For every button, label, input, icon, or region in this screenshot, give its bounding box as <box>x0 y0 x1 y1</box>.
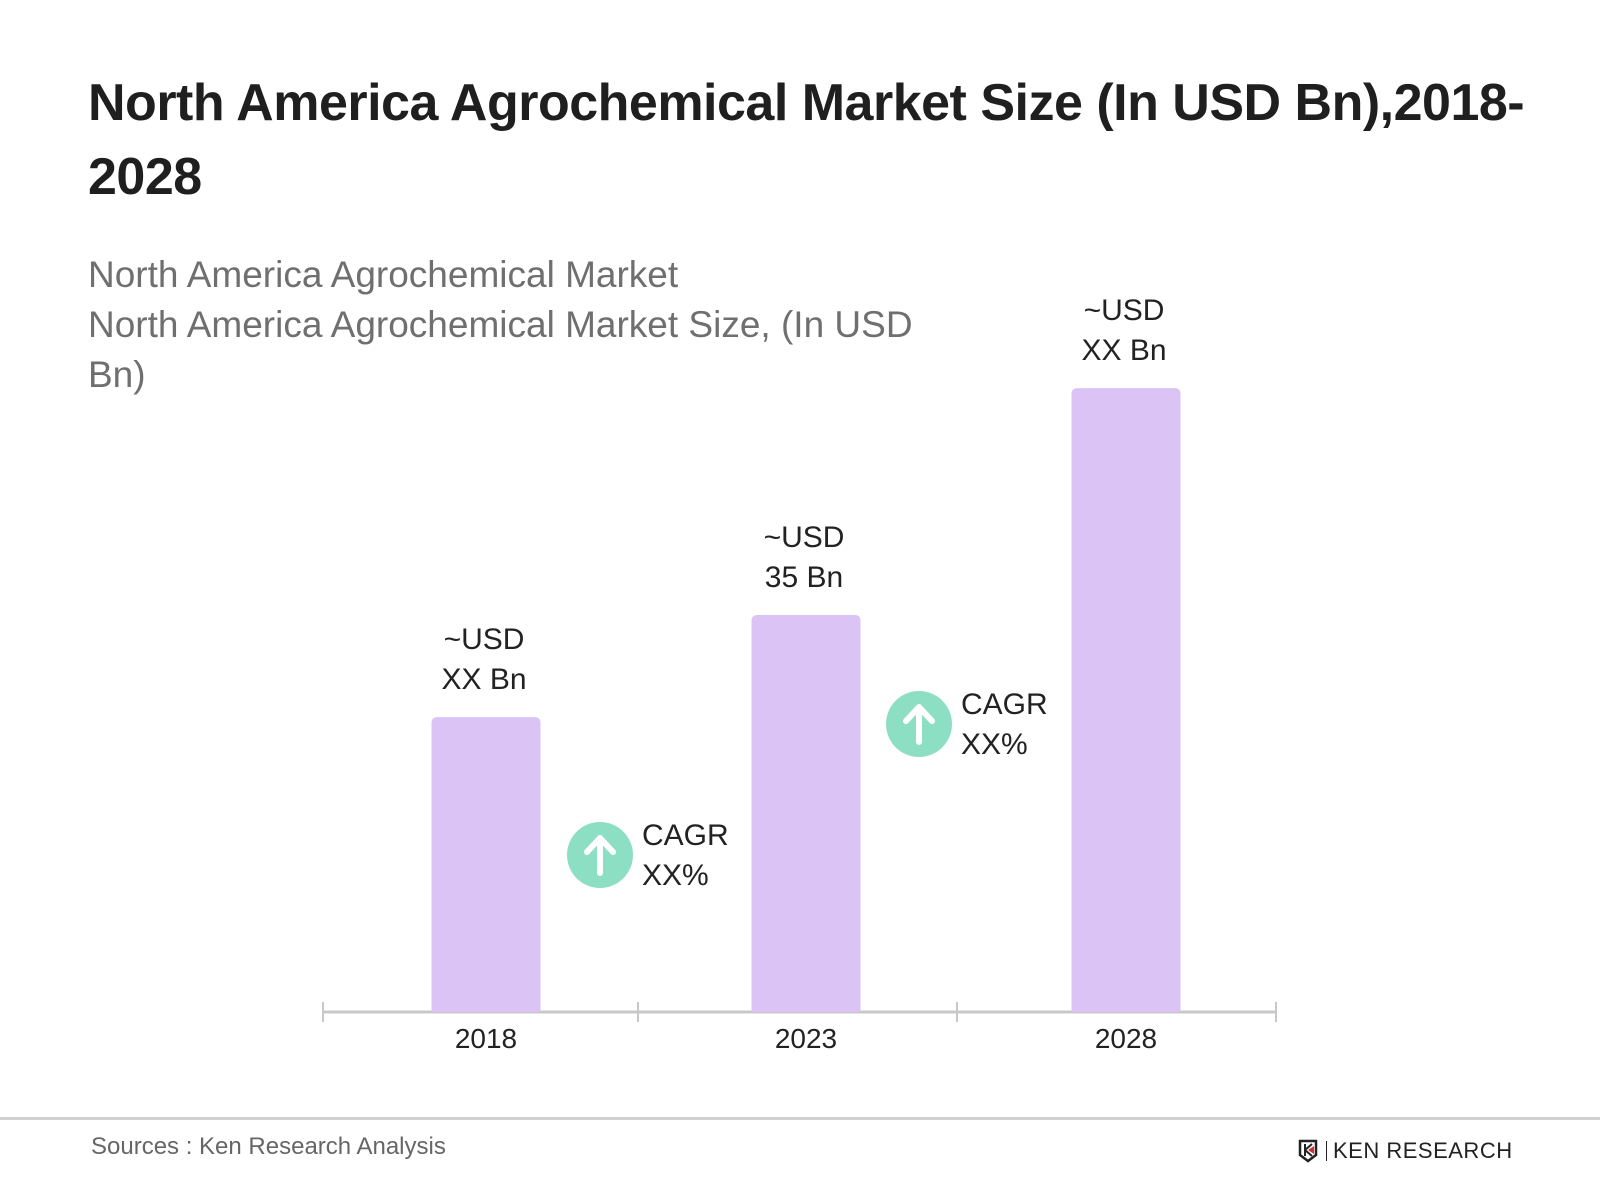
subtitle-line-1: North America Agrochemical Market <box>88 254 679 295</box>
data-label: ~USD <box>764 521 845 554</box>
data-label: ~USD <box>444 623 525 656</box>
footer-divider <box>0 1117 1600 1120</box>
x-tick-label: 2028 <box>1095 1023 1157 1054</box>
ken-research-logo: KEN RESEARCH <box>1298 1138 1513 1164</box>
chart-subtitle: North America Agrochemical Market North … <box>88 250 968 400</box>
bar-2028 <box>1071 388 1181 1013</box>
x-tick-label: 2023 <box>775 1023 837 1054</box>
data-label: XX Bn <box>1081 334 1166 367</box>
chart-title: North America Agrochemical Market Size (… <box>88 74 1525 206</box>
source-note: Sources : Ken Research Analysis <box>91 1133 446 1160</box>
cagr-label: XX% <box>642 859 709 892</box>
cagr-label: CAGR <box>642 819 729 852</box>
subtitle-line-2: North America Agrochemical Market Size, … <box>88 304 913 395</box>
bar-2018 <box>431 717 541 1012</box>
bar-2023 <box>751 615 861 1012</box>
arrow-up-icon <box>584 835 616 876</box>
cagr-label: XX% <box>961 728 1028 761</box>
ken-logo-icon <box>1298 1139 1318 1163</box>
x-tick-label: 2018 <box>455 1023 517 1054</box>
data-label: ~USD <box>1084 294 1165 327</box>
cagr-label: CAGR <box>961 688 1048 721</box>
logo-text: KEN RESEARCH <box>1333 1138 1513 1163</box>
arrow-up-icon <box>903 704 935 745</box>
data-label: 35 Bn <box>765 561 843 594</box>
data-label: XX Bn <box>441 663 526 696</box>
